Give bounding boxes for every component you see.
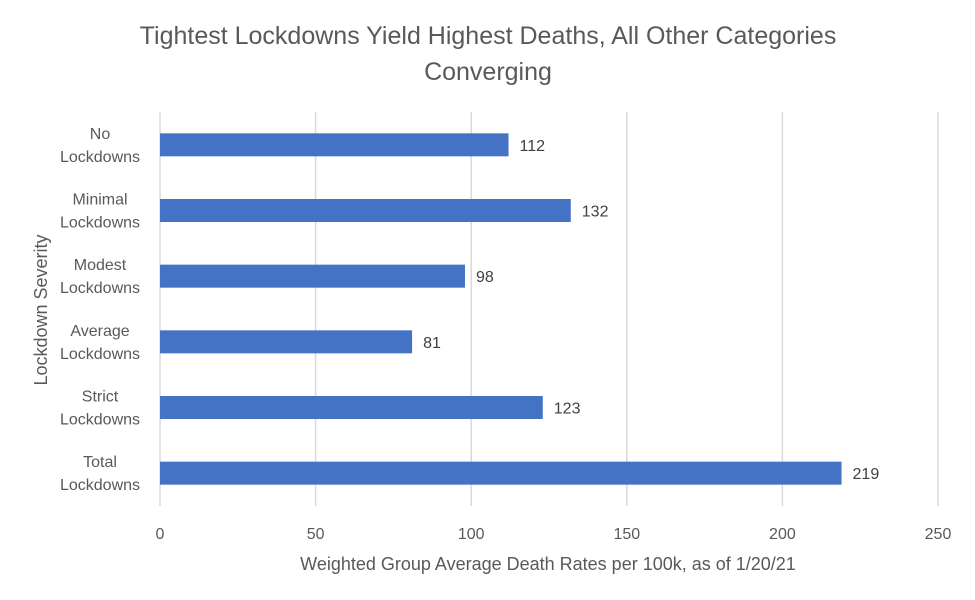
category-labels: No Lockdowns Minimal Lockdowns Modest Lockdow… bbox=[60, 126, 140, 494]
data-label: 123 bbox=[554, 401, 581, 418]
data-labels: 112 132 98 81 123 219 bbox=[423, 138, 879, 483]
x-tick-label: 0 bbox=[156, 526, 165, 543]
x-tick-label: 200 bbox=[769, 526, 796, 543]
data-label: 132 bbox=[582, 204, 609, 221]
gridlines bbox=[159, 112, 939, 506]
x-axis-title: Weighted Group Average Death Rates per 1… bbox=[300, 554, 796, 574]
data-label: 81 bbox=[423, 335, 441, 352]
bar bbox=[160, 396, 543, 419]
y-axis-title: Lockdown Severity bbox=[31, 234, 51, 385]
category-label: Minimal Lockdowns bbox=[60, 192, 140, 232]
bar bbox=[160, 133, 509, 157]
category-label: Average Lockdowns bbox=[60, 323, 140, 363]
x-tick-labels: 0 50 100 150 200 250 bbox=[156, 526, 952, 543]
category-label: Strict Lockdowns bbox=[60, 389, 140, 429]
category-label: No Lockdowns bbox=[60, 126, 140, 166]
x-tick-label: 50 bbox=[307, 526, 325, 543]
bar bbox=[160, 199, 571, 222]
bars bbox=[160, 133, 842, 485]
category-label: Total Lockdowns bbox=[60, 454, 140, 494]
data-label: 98 bbox=[476, 269, 494, 286]
chart-title-line-1: Tightest Lockdowns Yield Highest Deaths,… bbox=[140, 22, 837, 50]
bar bbox=[160, 461, 842, 485]
x-tick-label: 100 bbox=[458, 526, 485, 543]
x-tick-label: 150 bbox=[613, 526, 640, 543]
data-label: 112 bbox=[520, 138, 546, 155]
bar bbox=[160, 264, 465, 288]
x-tick-label: 250 bbox=[925, 526, 952, 543]
data-label: 219 bbox=[853, 466, 880, 483]
category-label: Modest Lockdowns bbox=[60, 257, 140, 297]
chart-title-line-2: Converging bbox=[424, 58, 552, 86]
bar bbox=[160, 330, 413, 354]
